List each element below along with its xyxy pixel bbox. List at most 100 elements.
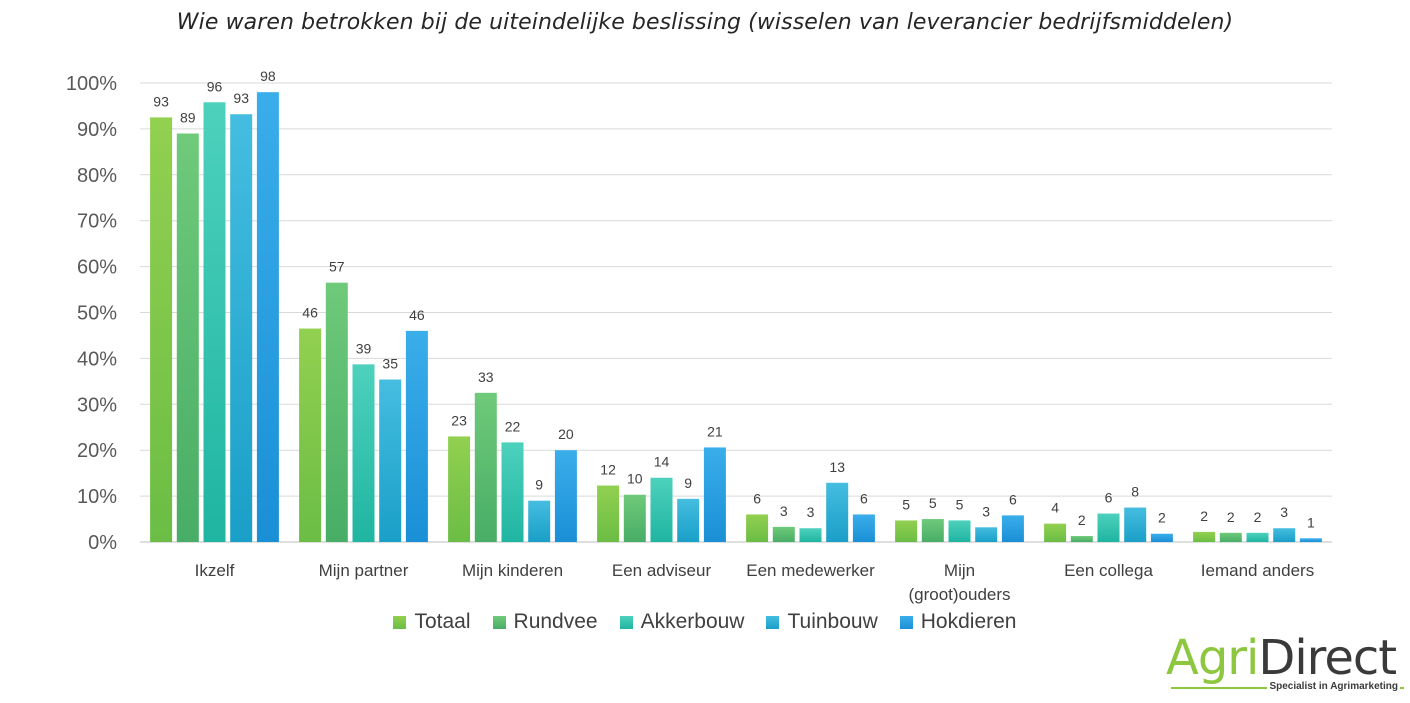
- chart-title: Wie waren betrokken bij de uiteindelijke…: [176, 10, 1234, 35]
- y-axis-ticks: 0% 10% 20% 30% 40% 50% 60% 70% 80% 90% 100%: [66, 73, 117, 554]
- bar-rundvee-5: [921, 519, 944, 542]
- category-label: Mijn kinderen: [462, 561, 563, 580]
- data-label: 46: [302, 305, 318, 321]
- bar-akkerbouw-5: [948, 520, 971, 542]
- bar-rundvee-4: [772, 526, 795, 542]
- bar-akkerbouw-7: [1246, 532, 1269, 542]
- data-label: 46: [409, 307, 425, 323]
- data-label: 20: [558, 426, 574, 442]
- data-label: 10: [627, 471, 643, 487]
- data-label: 98: [260, 68, 276, 84]
- legend-swatch: [766, 615, 780, 629]
- legend-item-tuinbouw: Tuinbouw: [766, 610, 878, 634]
- bar-hokdieren-6: [1150, 533, 1173, 542]
- category-label: Ikzelf: [195, 561, 235, 580]
- legend-swatch: [619, 615, 633, 629]
- legend-label: Tuinbouw: [787, 610, 878, 633]
- legend-label: Akkerbouw: [640, 610, 745, 633]
- bar-tuinbouw-2: [528, 500, 551, 542]
- data-label: 13: [829, 459, 845, 475]
- bar-rundvee-2: [474, 392, 497, 542]
- logo-tagline: Specialist in Agrimarketing: [1267, 681, 1400, 692]
- bar-totaal-4: [746, 514, 769, 542]
- legend-label: Totaal: [414, 610, 471, 633]
- category-label: Mijn: [944, 561, 975, 580]
- category-label: Mijn partner: [319, 561, 409, 580]
- data-labels: 9389969398465739354623332292012101492163…: [153, 68, 1315, 530]
- bar-rundvee-3: [623, 494, 646, 542]
- y-tick-label: 70%: [77, 211, 117, 233]
- legend-swatch: [899, 615, 913, 629]
- legend-label: Hokdieren: [920, 610, 1017, 633]
- data-label: 2: [1200, 508, 1208, 524]
- bar-akkerbouw-4: [799, 528, 822, 542]
- bar-tuinbouw-7: [1273, 528, 1296, 542]
- data-label: 22: [505, 418, 521, 434]
- bar-totaal-7: [1193, 531, 1216, 542]
- data-label: 2: [1227, 509, 1235, 525]
- bar-hokdieren-3: [703, 447, 726, 542]
- bar-akkerbouw-6: [1097, 513, 1120, 542]
- bars: [150, 92, 1322, 543]
- category-label: Iemand anders: [1201, 561, 1314, 580]
- y-tick-label: 100%: [66, 73, 117, 95]
- logo-agri: Agri: [1166, 630, 1259, 686]
- bar-tuinbouw-1: [379, 379, 402, 542]
- bar-akkerbouw-1: [352, 364, 375, 542]
- y-tick-label: 10%: [77, 486, 117, 508]
- bar-rundvee-6: [1070, 536, 1093, 542]
- data-label: 2: [1078, 512, 1086, 528]
- data-label: 3: [982, 503, 990, 519]
- data-label: 33: [478, 369, 494, 385]
- y-tick-label: 20%: [77, 440, 117, 462]
- data-label: 14: [654, 454, 670, 470]
- legend-swatch: [393, 615, 407, 629]
- legend-label: Rundvee: [513, 610, 598, 633]
- y-tick-label: 0%: [88, 532, 117, 554]
- bar-tuinbouw-4: [826, 482, 849, 542]
- bar-rundvee-7: [1219, 532, 1242, 542]
- y-tick-label: 60%: [77, 257, 117, 279]
- category-label: Een collega: [1064, 561, 1153, 580]
- bar-rundvee-0: [176, 133, 199, 543]
- bar-totaal-5: [895, 520, 918, 542]
- legend-item-rundvee: Rundvee: [492, 610, 598, 634]
- bar-hokdieren-7: [1299, 538, 1322, 542]
- data-label: 93: [153, 93, 169, 109]
- data-label: 3: [780, 503, 788, 519]
- bar-totaal-6: [1044, 523, 1067, 542]
- bar-chart: 0%10%20%30%40%50%60%70%80%90%100% 938996…: [66, 68, 1332, 604]
- data-label: 6: [860, 490, 868, 506]
- legend: Totaal Rundvee Akkerbouw Tuinbouw Hokdieren: [0, 610, 1410, 634]
- agridirect-logo: AgriDirect Specialist in Agrimarketing: [1166, 633, 1406, 695]
- legend-item-totaal: Totaal: [393, 610, 471, 634]
- bar-tuinbouw-3: [677, 498, 700, 542]
- legend-item-akkerbouw: Akkerbouw: [619, 610, 745, 634]
- category-label: (groot)ouders: [908, 585, 1010, 604]
- y-tick-label: 40%: [77, 348, 117, 370]
- bar-akkerbouw-3: [650, 477, 673, 542]
- data-label: 6: [1009, 491, 1017, 507]
- data-label: 35: [382, 356, 398, 372]
- data-label: 6: [753, 490, 761, 506]
- bar-hokdieren-2: [554, 450, 577, 542]
- y-tick-label: 80%: [77, 165, 117, 187]
- data-label: 23: [451, 412, 467, 428]
- bar-hokdieren-4: [852, 514, 875, 542]
- y-tick-label: 30%: [77, 394, 117, 416]
- bar-rundvee-1: [325, 282, 348, 542]
- data-label: 93: [233, 90, 249, 106]
- category-label: Een adviseur: [612, 561, 712, 580]
- data-label: 96: [207, 78, 223, 94]
- bar-hokdieren-0: [256, 92, 279, 543]
- data-label: 3: [807, 504, 815, 520]
- bar-totaal-0: [150, 117, 173, 543]
- x-axis-categories: Ikzelf Mijn partner Mijn kinderen Een advis…: [195, 561, 1315, 604]
- bar-tuinbouw-6: [1124, 507, 1147, 542]
- data-label: 39: [356, 340, 372, 356]
- bar-totaal-3: [597, 485, 620, 542]
- data-label: 89: [180, 109, 196, 125]
- data-label: 21: [707, 423, 723, 439]
- data-label: 2: [1158, 510, 1166, 526]
- logo-direct: Direct: [1258, 630, 1397, 686]
